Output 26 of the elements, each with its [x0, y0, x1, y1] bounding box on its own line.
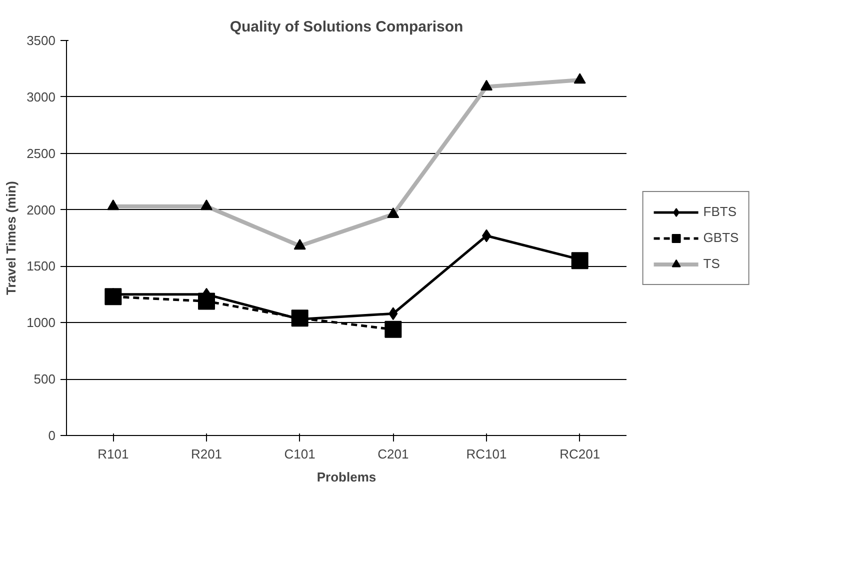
- legend-label: TS: [703, 256, 721, 271]
- y-tick-label: 2500: [26, 146, 56, 161]
- y-tick-label: 500: [34, 372, 56, 387]
- chart-title: Quality of Solutions Comparison: [230, 18, 464, 36]
- legend-label: FBTS: [703, 204, 737, 219]
- point: [198, 292, 215, 310]
- x-tick-label: R201: [190, 446, 222, 462]
- legend-label: GBTS: [703, 230, 739, 245]
- point: [384, 320, 402, 338]
- y-axis-title: Travel Times (min): [4, 181, 19, 295]
- y-tick-label: 3500: [26, 33, 56, 48]
- x-tick-label: R101: [98, 446, 129, 462]
- point: [104, 288, 122, 306]
- x-tick-label: RC101: [466, 446, 507, 462]
- x-tick-label: C101: [284, 446, 316, 462]
- x-axis-title: Problems: [316, 470, 376, 484]
- y-tick-label: 2000: [26, 202, 56, 218]
- y-tick-label: 1000: [26, 315, 56, 330]
- y-tick-label: 1500: [26, 258, 56, 274]
- point: [291, 310, 308, 327]
- y-tick-label: 3000: [26, 89, 56, 104]
- x-tick-label: C201: [378, 446, 409, 462]
- x-tick-label: RC201: [560, 446, 600, 462]
- point: [571, 252, 588, 270]
- y-tick-label: 0: [48, 428, 56, 443]
- point: [388, 307, 398, 320]
